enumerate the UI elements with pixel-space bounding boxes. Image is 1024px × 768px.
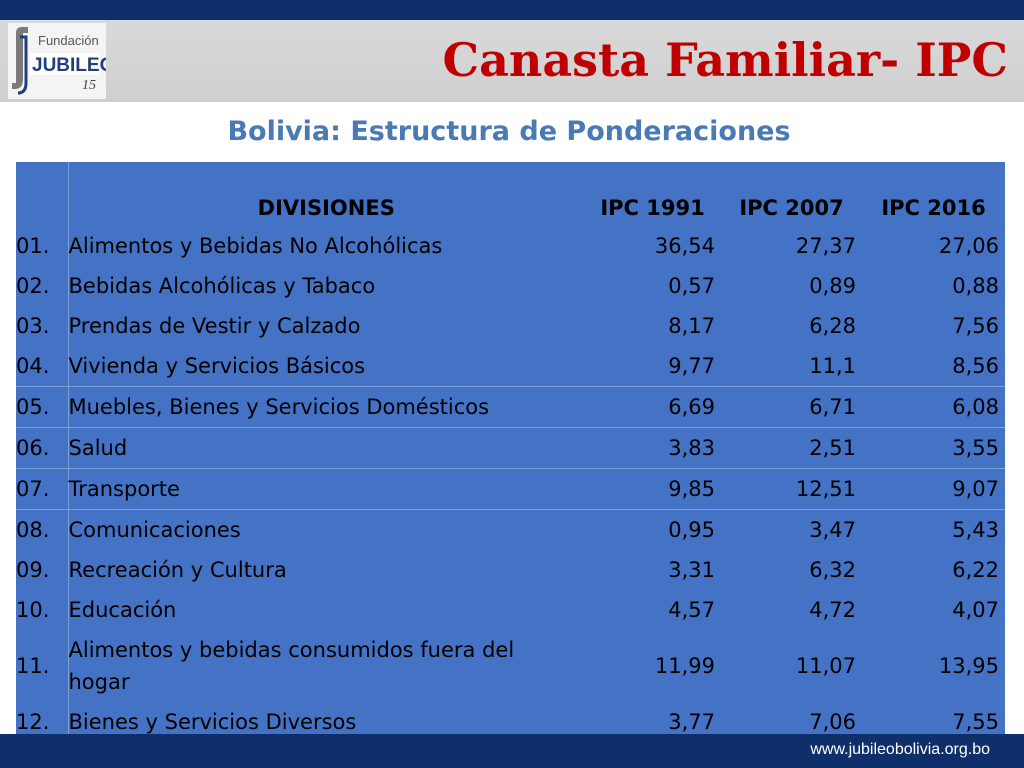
table-row: 09. Recreación y Cultura 3,31 6,32 6,22: [16, 550, 1005, 590]
row-ipc-2007: 0,89: [809, 274, 856, 298]
header-ipc-2016: IPC 2016: [881, 196, 986, 220]
row-division: Prendas de Vestir y Calzado: [68, 314, 361, 338]
row-ipc-1991: 6,69: [584, 386, 721, 428]
row-division: Educación: [68, 598, 177, 622]
row-division: Bienes y Servicios Diversos: [68, 710, 357, 734]
row-code: 08.: [16, 509, 69, 550]
row-ipc-2007: 7,06: [809, 710, 856, 734]
row-ipc-2016: 3,55: [862, 427, 1005, 469]
header-divisiones: DIVISIONES: [257, 196, 395, 220]
header-ipc-1991: IPC 1991: [600, 196, 705, 220]
table-row: 02. Bebidas Alcohólicas y Tabaco 0,57 0,…: [16, 266, 1005, 306]
row-division: Recreación y Cultura: [68, 558, 287, 582]
row-ipc-2016: 5,43: [862, 509, 1005, 550]
ponderaciones-table-container: DIVISIONES IPC 1991 IPC 2007 IPC 2016 01…: [16, 162, 1005, 742]
row-code: 03.: [16, 306, 69, 346]
bottom-bar: [0, 734, 1024, 768]
table-row: 03. Prendas de Vestir y Calzado 8,17 6,2…: [16, 306, 1005, 346]
row-ipc-2016: 6,22: [952, 558, 999, 582]
row-ipc-2016: 27,06: [938, 234, 999, 258]
table-row: 05. Muebles, Bienes y Servicios Doméstic…: [16, 386, 1005, 428]
row-division: Muebles, Bienes y Servicios Domésticos: [68, 386, 584, 428]
footer-website-link[interactable]: www.jubileobolivia.org.bo: [810, 741, 990, 758]
table-row: 06. Salud 3,83 2,51 3,55: [16, 427, 1005, 469]
row-ipc-1991: 3,31: [668, 558, 715, 582]
row-ipc-1991: 36,54: [654, 234, 715, 258]
row-code: 09.: [16, 550, 69, 590]
row-ipc-2016: 13,95: [938, 654, 999, 678]
slide-title: Canasta Familiar- IPC: [442, 33, 1008, 87]
header-code: [16, 162, 69, 226]
row-ipc-1991: 9,77: [668, 354, 715, 378]
row-division: Alimentos y bebidas consumidos fuera del…: [68, 638, 515, 694]
row-ipc-2007: 3,47: [721, 509, 862, 550]
row-code: 06.: [16, 427, 69, 469]
row-division: Transporte: [68, 468, 584, 510]
table-row: 10. Educación 4,57 4,72 4,07: [16, 590, 1005, 630]
row-ipc-2007: 2,51: [721, 427, 862, 469]
row-code: 01.: [16, 226, 69, 266]
table-row: 01. Alimentos y Bebidas No Alcohólicas 3…: [16, 226, 1005, 266]
row-ipc-1991: 3,77: [668, 710, 715, 734]
row-ipc-2016: 7,55: [952, 710, 999, 734]
table-row: 08. Comunicaciones 0,95 3,47 5,43: [16, 509, 1005, 550]
row-ipc-2016: 0,88: [952, 274, 999, 298]
row-ipc-2007: 11,1: [809, 354, 856, 378]
row-code: 07.: [16, 468, 69, 510]
row-ipc-1991: 11,99: [654, 654, 715, 678]
row-ipc-2007: 6,28: [809, 314, 856, 338]
fundacion-jubileo-logo: Fundación JUBILEO 15: [8, 23, 106, 99]
table-row: 07. Transporte 9,85 12,51 9,07: [16, 468, 1005, 510]
row-ipc-2007: 4,72: [809, 598, 856, 622]
table-row: 11. Alimentos y bebidas consumidos fuera…: [16, 630, 1005, 702]
row-ipc-2007: 27,37: [795, 234, 856, 258]
top-bar: [0, 0, 1024, 20]
svg-text:JUBILEO: JUBILEO: [32, 55, 106, 76]
row-ipc-2007: 11,07: [795, 654, 856, 678]
header-ipc-2007: IPC 2007: [739, 196, 844, 220]
row-ipc-2016: 6,08: [862, 386, 1005, 428]
row-code: 11.: [16, 630, 69, 702]
row-ipc-2007: 12,51: [721, 468, 862, 510]
row-division: Comunicaciones: [68, 509, 584, 550]
row-division: Alimentos y Bebidas No Alcohólicas: [68, 234, 443, 258]
row-ipc-2007: 6,71: [721, 386, 862, 428]
row-ipc-2007: 6,32: [809, 558, 856, 582]
row-ipc-2016: 9,07: [862, 468, 1005, 510]
row-ipc-2016: 8,56: [952, 354, 999, 378]
row-code: 10.: [16, 590, 69, 630]
svg-text:Fundación: Fundación: [38, 33, 99, 48]
row-division: Bebidas Alcohólicas y Tabaco: [68, 274, 376, 298]
row-ipc-1991: 8,17: [668, 314, 715, 338]
svg-text:15: 15: [82, 78, 96, 93]
row-ipc-1991: 3,83: [584, 427, 721, 469]
row-ipc-2016: 4,07: [952, 598, 999, 622]
table-row: 12. Bienes y Servicios Diversos 3,77 7,0…: [16, 702, 1005, 742]
row-code: 05.: [16, 386, 69, 428]
row-ipc-1991: 9,85: [584, 468, 721, 510]
row-code: 02.: [16, 266, 69, 306]
row-ipc-2016: 7,56: [952, 314, 999, 338]
row-ipc-1991: 4,57: [668, 598, 715, 622]
row-ipc-1991: 0,95: [584, 509, 721, 550]
table-header-row: DIVISIONES IPC 1991 IPC 2007 IPC 2016: [16, 162, 1005, 226]
table-row: 04. Vivienda y Servicios Básicos 9,77 11…: [16, 346, 1005, 387]
ponderaciones-table: DIVISIONES IPC 1991 IPC 2007 IPC 2016 01…: [16, 162, 1005, 742]
row-division: Vivienda y Servicios Básicos: [68, 354, 366, 378]
row-division: Salud: [68, 427, 584, 469]
row-ipc-1991: 0,57: [668, 274, 715, 298]
header-band: [0, 20, 1024, 102]
row-code: 04.: [16, 346, 69, 387]
table-subtitle: Bolivia: Estructura de Ponderaciones: [227, 116, 791, 147]
